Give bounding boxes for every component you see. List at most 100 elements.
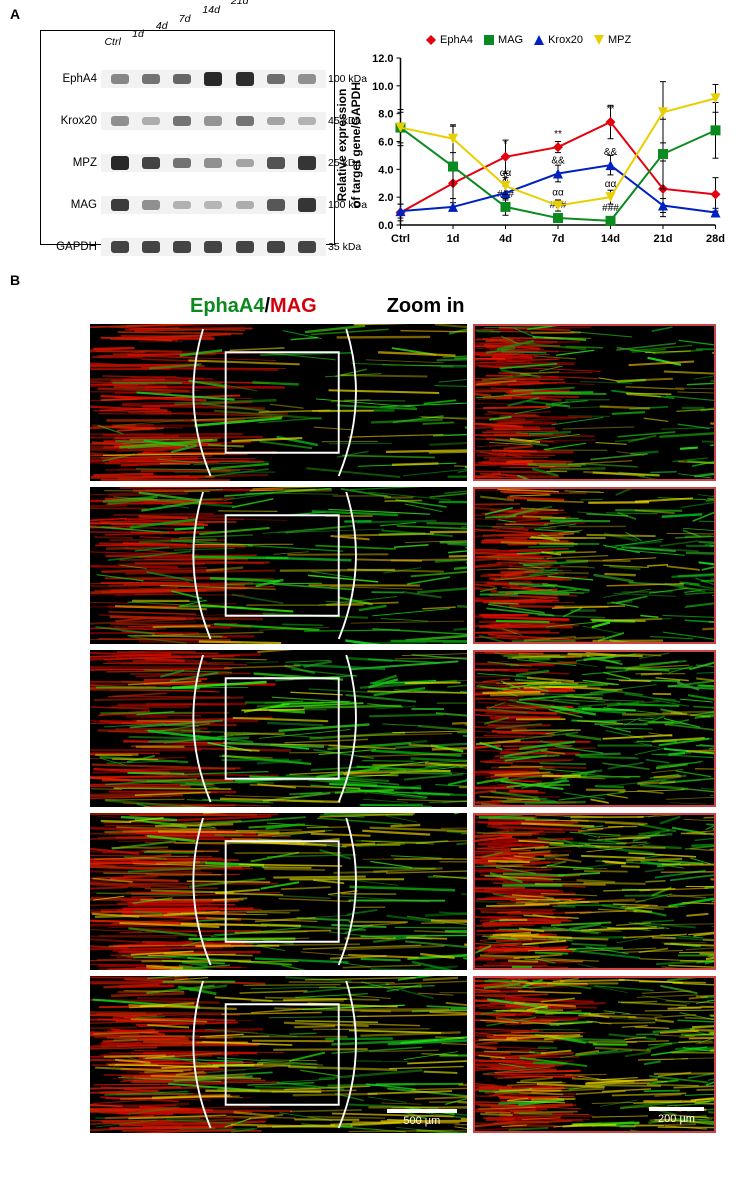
chart-y-axis-label: Relative expression of target gene/GAPDH [335, 55, 363, 235]
micrograph-main-column: 1 d7 d14 d21 d28 d500 µm [90, 324, 467, 1133]
blot-band [173, 158, 191, 168]
title-epha: EphaA4 [190, 295, 264, 317]
blot-lane-header: 7d [179, 13, 191, 25]
blot-band [204, 116, 222, 125]
blot-lane-header: 1d [132, 28, 144, 40]
blot-lane-header: 4d [156, 20, 168, 32]
micrograph-main: 1 d [90, 324, 467, 481]
micrograph-main: 7 d [90, 487, 467, 644]
legend-label: EphA4 [440, 34, 473, 46]
legend-label: MPZ [608, 34, 631, 46]
blot-protein-label: GAPDH [45, 241, 97, 253]
svg-text:10.0: 10.0 [372, 81, 393, 93]
blot-protein-label: MAG [45, 199, 97, 211]
svg-text:**: ** [607, 104, 615, 115]
blot-band [142, 117, 160, 125]
blot-band [142, 241, 160, 253]
micrograph-main: 28 d500 µm [90, 976, 467, 1133]
scalebar-zoom: 200 µm [649, 1107, 704, 1125]
blot-band [267, 199, 285, 211]
svg-text:14d: 14d [601, 233, 620, 245]
micrograph-main: 14 d [90, 650, 467, 807]
blot-lane-headers: Ctrl1d4d7d14d21d28d [103, 0, 279, 52]
svg-text:4.0: 4.0 [378, 164, 393, 176]
blot-lane [101, 238, 326, 256]
blot-band [111, 241, 129, 253]
blot-band [173, 201, 191, 209]
svg-text:0.0: 0.0 [378, 220, 393, 232]
blot-row: MPZ25 kDa [101, 153, 326, 173]
blot-band [236, 201, 254, 209]
blot-band [236, 241, 254, 253]
blot-lane-header: Ctrl [104, 36, 120, 48]
line-chart: Relative expression of target gene/GAPDH… [345, 30, 726, 260]
blot-band [298, 117, 316, 125]
blot-row: MAG100 kDa [101, 195, 326, 215]
blot-band [204, 72, 222, 86]
micrograph-zoom [473, 813, 716, 970]
blot-band [204, 158, 222, 167]
panel-b-title: EphaA4/MAG Zoom in [190, 295, 716, 318]
blot-protein-label: Krox20 [45, 115, 97, 127]
micrograph-main: 21 d [90, 813, 467, 970]
blot-lane [101, 112, 326, 130]
title-mag: MAG [270, 295, 317, 317]
svg-text:28d: 28d [706, 233, 725, 245]
blot-band [267, 117, 285, 125]
blot-band [267, 241, 285, 253]
svg-text:&&: && [551, 156, 565, 167]
svg-text:2.0: 2.0 [378, 192, 393, 204]
legend-item: EphA4 [425, 34, 473, 46]
blot-band [111, 116, 129, 125]
scalebar-main: 500 µm [387, 1109, 457, 1127]
blot-band [267, 74, 285, 85]
line-chart-svg: 0.02.04.06.08.010.012.0Ctrl1d4d7d14d21d2… [345, 30, 726, 260]
blot-band [204, 201, 222, 209]
blot-band [236, 116, 254, 126]
blot-band [236, 159, 254, 167]
micrograph-zoom [473, 650, 716, 807]
blot-band [173, 116, 191, 126]
blot-band [298, 156, 316, 169]
legend-item: MAG [483, 34, 523, 46]
blot-band [298, 74, 316, 83]
panel-b: EphaA4/MAG Zoom in 1 d7 d14 d21 d28 d500… [30, 295, 716, 1169]
micrograph-zoom [473, 487, 716, 644]
svg-text:Ctrl: Ctrl [391, 233, 410, 245]
blot-band [111, 156, 129, 170]
blot-band [173, 74, 191, 85]
svg-text:12.0: 12.0 [372, 53, 393, 65]
blot-protein-label: MPZ [45, 157, 97, 169]
svg-text:21d: 21d [654, 233, 673, 245]
blot-band [142, 74, 160, 84]
panel-a: Ctrl1d4d7d14d21d28d EphA4100 kDaKrox2045… [40, 30, 726, 260]
blot-band [111, 74, 129, 84]
svg-text:αα: αα [605, 179, 617, 190]
panel-a-label: A [10, 6, 20, 22]
svg-text:**: ** [554, 129, 562, 140]
svg-text:8.0: 8.0 [378, 109, 393, 121]
blot-lane-header: 14d [202, 4, 220, 16]
legend-label: Krox20 [548, 34, 583, 46]
svg-text:6.0: 6.0 [378, 137, 393, 149]
legend-item: MPZ [593, 34, 631, 46]
blot-row: GAPDH35 kDa [101, 237, 326, 257]
blot-protein-label: EphA4 [45, 73, 97, 85]
legend-label: MAG [498, 34, 523, 46]
blot-band [267, 157, 285, 169]
micrograph-zoom-column: 200 µm [473, 324, 716, 1133]
blot-band [204, 241, 222, 253]
western-blot: Ctrl1d4d7d14d21d28d EphA4100 kDaKrox2045… [40, 30, 335, 245]
blot-row: Krox2045 kDa [101, 111, 326, 131]
blot-lane [101, 154, 326, 172]
blot-band [142, 157, 160, 169]
chart-legend: EphA4 MAG Krox20 MPZ [425, 34, 722, 46]
svg-text:αα: αα [552, 188, 564, 199]
blot-band [111, 199, 129, 212]
legend-item: Krox20 [533, 34, 583, 46]
blot-band [142, 200, 160, 209]
blot-lane-header: 21d [231, 0, 249, 7]
blot-band [173, 241, 191, 253]
blot-row: EphA4100 kDa [101, 69, 326, 89]
micrograph-zoom: 200 µm [473, 976, 716, 1133]
